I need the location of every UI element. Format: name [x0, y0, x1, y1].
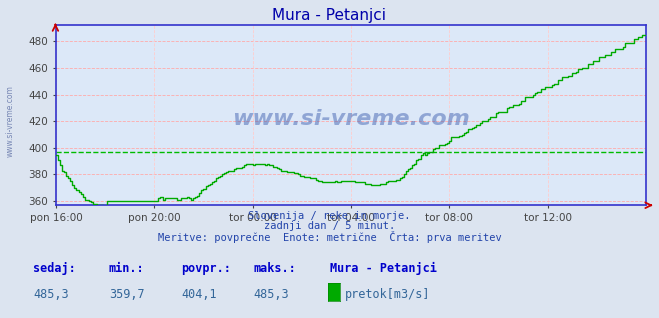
Text: Mura - Petanjci: Mura - Petanjci: [273, 8, 386, 23]
Text: sedaj:: sedaj:: [33, 262, 76, 275]
Text: www.si-vreme.com: www.si-vreme.com: [5, 85, 14, 157]
Text: www.si-vreme.com: www.si-vreme.com: [232, 109, 470, 129]
Text: zadnji dan / 5 minut.: zadnji dan / 5 minut.: [264, 221, 395, 231]
Text: Mura - Petanjci: Mura - Petanjci: [330, 262, 436, 275]
Text: 485,3: 485,3: [254, 288, 289, 301]
Text: 404,1: 404,1: [181, 288, 217, 301]
Text: 359,7: 359,7: [109, 288, 144, 301]
Text: povpr.:: povpr.:: [181, 262, 231, 275]
Text: min.:: min.:: [109, 262, 144, 275]
Text: Slovenija / reke in morje.: Slovenija / reke in morje.: [248, 211, 411, 221]
Text: 485,3: 485,3: [33, 288, 69, 301]
Text: pretok[m3/s]: pretok[m3/s]: [345, 288, 430, 301]
Text: maks.:: maks.:: [254, 262, 297, 275]
Text: Meritve: povprečne  Enote: metrične  Črta: prva meritev: Meritve: povprečne Enote: metrične Črta:…: [158, 231, 501, 243]
